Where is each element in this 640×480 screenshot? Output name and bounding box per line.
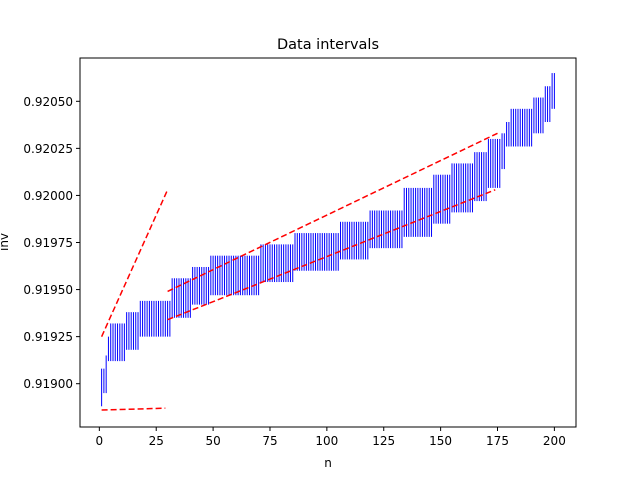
x-axis-label: n <box>324 456 332 470</box>
y-tick-label: 0.91900 <box>23 377 73 391</box>
y-tick-label: 0.92050 <box>23 95 73 109</box>
x-tick-label: 100 <box>315 434 338 448</box>
chart-title: Data intervals <box>277 37 379 53</box>
guide-line-4 <box>167 189 496 321</box>
y-tick-label: 0.91950 <box>23 283 73 297</box>
y-tick-label: 0.91975 <box>23 236 73 250</box>
y-axis-label: inv <box>0 233 11 251</box>
y-axis: 0.91900 0.91925 0.91950 0.91975 0.92000 0.920… <box>23 95 80 391</box>
x-tick-label: 0 <box>96 434 104 448</box>
x-axis: 0 25 50 75 100 125 150 175 200 <box>96 427 566 448</box>
plot-area <box>101 73 555 407</box>
x-tick-label: 25 <box>149 434 164 448</box>
guide-line-3 <box>167 132 498 293</box>
y-tick-label: 0.92025 <box>23 142 73 156</box>
x-tick-label: 75 <box>262 434 277 448</box>
x-tick-label: 175 <box>486 434 509 448</box>
guide-line-2 <box>101 407 166 411</box>
x-tick-label: 150 <box>429 434 452 448</box>
y-tick-label: 0.91925 <box>23 330 73 344</box>
x-tick-label: 200 <box>543 434 566 448</box>
y-tick-label: 0.92000 <box>23 189 73 203</box>
guide-lines <box>100 132 498 411</box>
x-tick-label: 125 <box>372 434 395 448</box>
x-tick-label: 50 <box>205 434 220 448</box>
